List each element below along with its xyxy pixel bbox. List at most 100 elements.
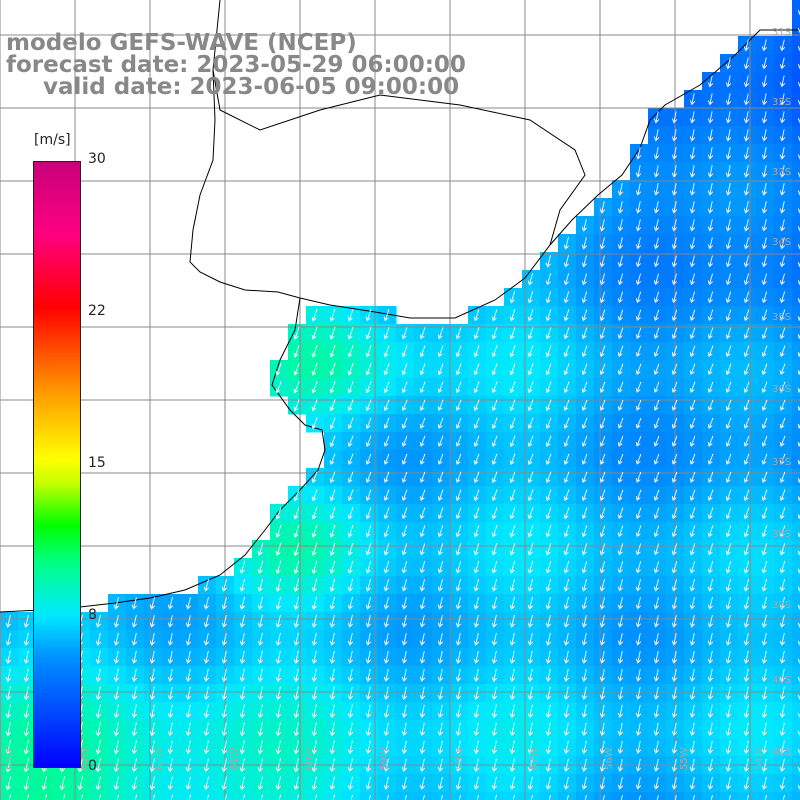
wind-arrow	[581, 219, 588, 232]
wind-arrow	[185, 758, 192, 773]
wind-arrow	[617, 453, 624, 465]
wind-arrow	[635, 453, 642, 465]
wind-arrow	[95, 758, 101, 773]
wind-arrow	[689, 111, 696, 124]
wind-arrow	[419, 417, 426, 429]
wind-arrow	[707, 525, 714, 538]
wind-arrow	[257, 758, 263, 773]
wind-arrow	[347, 363, 354, 376]
wind-arrow	[671, 453, 678, 465]
wind-arrow	[599, 471, 606, 483]
wind-arrow	[329, 471, 336, 484]
wind-arrow	[221, 596, 227, 610]
wind-arrow	[635, 704, 642, 718]
wind-arrow	[239, 704, 246, 719]
wind-arrow	[617, 525, 624, 538]
wind-arrow	[275, 596, 281, 610]
wind-arrow	[473, 525, 480, 538]
wind-arrow	[725, 327, 732, 340]
wind-arrow	[779, 201, 786, 214]
wind-arrow	[203, 615, 210, 628]
wind-arrow	[653, 327, 660, 340]
coastline	[0, 0, 800, 613]
wind-arrow	[725, 668, 732, 683]
wind-arrow	[437, 579, 443, 592]
wind-arrow	[563, 273, 570, 286]
wind-arrow	[743, 327, 750, 340]
wind-cell	[792, 306, 800, 325]
wind-arrow	[113, 650, 120, 664]
wind-arrow	[617, 201, 624, 214]
wind-arrow	[725, 75, 732, 88]
wind-arrow	[239, 560, 246, 574]
wind-arrow	[599, 740, 606, 754]
wind-arrow	[527, 560, 534, 574]
wind-cell	[792, 36, 800, 55]
wind-cell	[72, 792, 91, 800]
wind-cell	[792, 558, 800, 577]
wind-arrow	[149, 776, 155, 791]
wind-arrow	[131, 632, 138, 646]
wind-arrow	[491, 686, 498, 701]
wind-arrow	[725, 57, 732, 70]
wind-arrow	[671, 237, 678, 250]
wind-arrow	[113, 614, 120, 628]
wind-arrow	[617, 291, 624, 304]
wind-arrow	[761, 255, 767, 268]
wind-arrow	[635, 722, 642, 736]
wind-arrow	[419, 435, 426, 447]
wind-arrow	[347, 381, 354, 394]
wind-arrow	[671, 165, 678, 178]
wind-arrow	[779, 686, 786, 701]
wind-arrow	[635, 291, 642, 304]
wind-cell	[792, 324, 800, 343]
wind-arrow	[257, 722, 264, 737]
wind-arrow	[473, 650, 480, 664]
wind-cell	[792, 270, 800, 289]
wind-arrow	[383, 471, 390, 483]
wind-arrow	[509, 453, 516, 466]
wind-arrow	[98, 794, 102, 800]
wind-cell	[792, 684, 800, 703]
wind-arrow	[491, 345, 498, 358]
wind-arrow	[509, 363, 516, 376]
wind-arrow	[437, 561, 444, 574]
wind-arrow	[203, 722, 210, 737]
wind-cell	[522, 792, 541, 800]
wind-arrow	[779, 758, 786, 773]
wind-arrow	[509, 381, 516, 394]
wind-arrow	[779, 578, 786, 592]
lon-label: 61W	[229, 747, 240, 770]
wind-arrow	[707, 453, 714, 465]
wind-arrow	[707, 704, 714, 719]
wind-arrow	[653, 651, 660, 664]
longitude-labels: 64W 63W 62W 61W 60W 59W 58W 57W 56W 55W …	[4, 747, 765, 770]
wind-arrow	[617, 345, 624, 358]
wind-arrow	[761, 650, 768, 664]
wind-arrow	[419, 722, 426, 737]
wind-arrow	[473, 309, 480, 322]
wind-arrow	[329, 344, 336, 358]
wind-arrow	[365, 632, 372, 646]
wind-arrow	[671, 327, 678, 340]
wind-arrow	[689, 632, 696, 646]
wind-cell	[540, 792, 559, 800]
wind-arrow	[455, 525, 462, 538]
wind-arrow	[221, 704, 228, 719]
wind-arrow	[167, 668, 174, 682]
wind-arrow	[527, 578, 534, 592]
wind-arrow	[473, 417, 480, 430]
wind-arrow	[743, 363, 750, 376]
wind-arrow	[491, 381, 498, 394]
wind-arrow	[311, 758, 317, 773]
wind-arrow	[329, 632, 336, 646]
wind-arrow	[671, 633, 678, 646]
wind-arrow	[224, 794, 227, 800]
wind-arrow	[149, 597, 155, 610]
wind-arrow	[671, 309, 678, 322]
wind-arrow	[509, 668, 516, 683]
wind-arrow	[401, 740, 408, 755]
wind-arrow	[347, 417, 354, 430]
wind-arrow	[509, 489, 516, 502]
wind-arrow	[311, 542, 318, 557]
